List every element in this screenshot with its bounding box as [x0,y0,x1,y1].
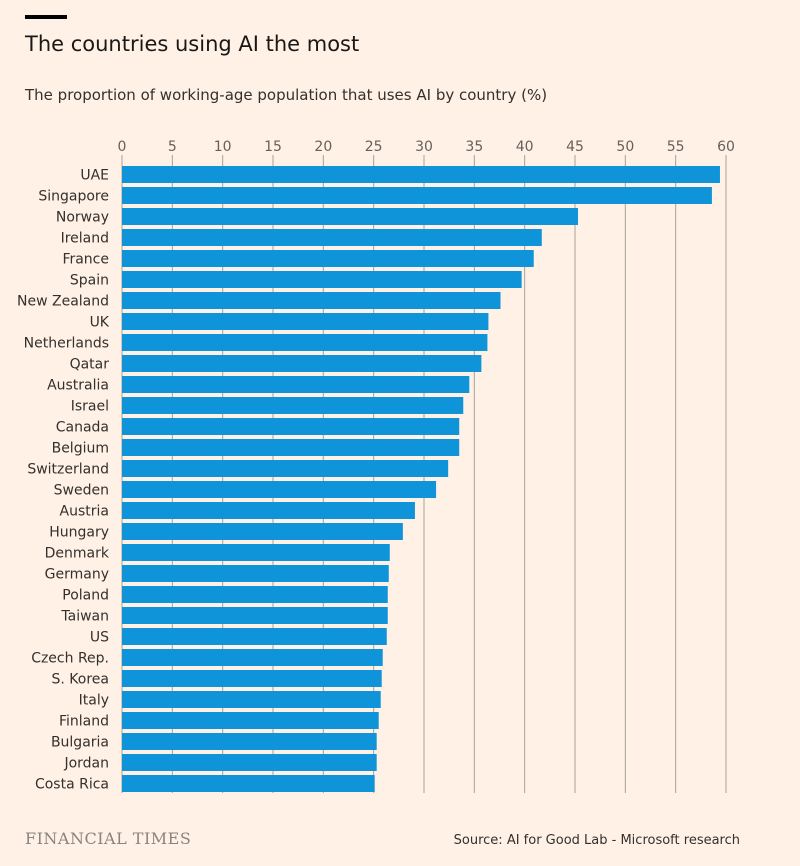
x-tick-label: 40 [516,139,534,155]
category-label: Qatar [70,357,110,373]
x-tick-label: 55 [667,139,685,155]
chart-title: The countries using AI the most [25,32,360,56]
category-label: Poland [62,588,109,604]
category-label: Finland [59,714,109,730]
bar [122,208,579,225]
category-label: New Zealand [17,294,109,310]
bar [122,628,387,645]
x-tick-label: 35 [465,139,483,155]
x-tick-label: 45 [566,139,584,155]
bar [122,271,522,288]
x-tick-label: 5 [168,139,177,155]
bar [122,586,388,603]
category-label: Belgium [52,441,109,457]
category-label: Spain [70,273,109,289]
bar [122,775,375,792]
bar [122,649,383,666]
category-label: Denmark [45,546,110,562]
x-tick-label: 20 [314,139,332,155]
bar [122,754,377,771]
bar [122,187,712,204]
category-label: Germany [45,567,109,583]
bar [122,376,470,393]
category-label: Hungary [49,525,109,541]
x-tick-label: 30 [415,139,433,155]
bar [122,712,379,729]
bar [122,733,377,750]
category-label: Sweden [54,483,109,499]
x-tick-label: 25 [365,139,383,155]
bar [122,523,403,540]
bar [122,544,390,561]
category-label: Costa Rica [35,777,109,793]
x-tick-label: 50 [616,139,634,155]
category-label: Australia [47,378,109,394]
bar [122,250,534,267]
chart-subtitle: The proportion of working-age population… [25,86,548,104]
category-label: Jordan [63,756,109,772]
bar [122,166,720,183]
x-tick-label: 0 [118,139,127,155]
financial-times-logo: FINANCIAL TIMES [25,829,192,848]
category-label: Norway [56,210,109,226]
category-label: France [62,252,109,268]
category-label: Ireland [61,231,109,247]
bar [122,607,388,624]
bar [122,397,464,414]
bar [122,292,501,309]
category-label: Taiwan [60,609,109,625]
category-label: UAE [80,168,109,184]
bar [122,460,449,477]
bar [122,502,415,519]
bar [122,229,542,246]
bar [122,334,488,351]
category-label: Czech Rep. [31,651,109,667]
bar [122,439,460,456]
bar-chart: 0 5 10 15 20 25 30 35 40 45 50 55 60 UAE Singapore Norw… [17,139,735,793]
x-tick-label: 10 [214,139,232,155]
category-label: Canada [56,420,109,436]
category-label: S. Korea [52,672,109,688]
bar [122,481,437,498]
bar [122,691,381,708]
category-label: Singapore [38,189,109,205]
category-label: Italy [79,693,109,709]
x-tick-label: 15 [264,139,282,155]
category-label: Austria [60,504,109,520]
category-label: UK [90,315,110,331]
source-note: Source: AI for Good Lab - Microsoft rese… [453,833,740,848]
category-label: US [90,630,109,646]
category-label: Bulgaria [51,735,109,751]
category-label: Switzerland [27,462,109,478]
bar [122,313,489,330]
category-label: Israel [71,399,109,415]
bar [122,565,389,582]
bar [122,418,460,435]
header-rule [25,15,67,19]
bar [122,670,382,687]
x-tick-label: 60 [717,139,735,155]
category-label: Netherlands [24,336,109,352]
bar [122,355,482,372]
